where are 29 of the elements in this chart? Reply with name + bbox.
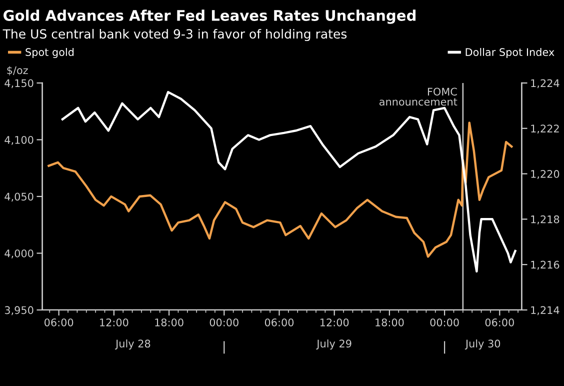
y2-tick-label: 1,216 [531,260,560,270]
text: July 30 [464,339,500,350]
x-tick-label: 18:00 [376,318,404,326]
x-tick-label: 06:00 [264,318,294,326]
chart-title: Gold Advances After Fed Leaves Rates Unchanged [4,10,416,24]
y-tick-label: 4,000 [4,249,34,258]
y-tick-label: 4,100 [4,136,34,145]
x-tick-label: 18:00 [155,318,184,326]
legend-label: Spot gold [26,48,74,58]
text: July 28 [115,339,150,350]
x-tick-label: 00:00 [430,318,459,326]
y-tick-label: 3,950 [4,306,34,316]
y2-tick-label: 1,218 [531,215,560,224]
y2-tick-label: 1,220 [531,170,560,179]
legend-label: Dollar Spot Index [466,48,554,58]
y2-tick-label: 1,224 [531,79,560,88]
y2-tick-label: 1,222 [531,124,559,134]
y-tick-label: 4,050 [4,192,34,202]
y2-tick-label: 1,214 [531,306,560,316]
text: July 29 [316,339,352,350]
y-axis-title: $/oz [7,66,28,76]
x-tick-label: 12:00 [100,318,128,326]
x-tick-label: 06:00 [44,318,74,326]
x-tick-label: 00:00 [210,318,238,326]
x-tick-label: 06:00 [485,318,514,326]
chart-subtitle: The US central bank voted 9-3 in favor of holding rates [2,28,347,42]
x-tick-label: 12:00 [320,318,349,326]
y-tick-label: 4,150 [4,79,34,88]
ref-line-label: FOMC announcement [379,88,458,106]
